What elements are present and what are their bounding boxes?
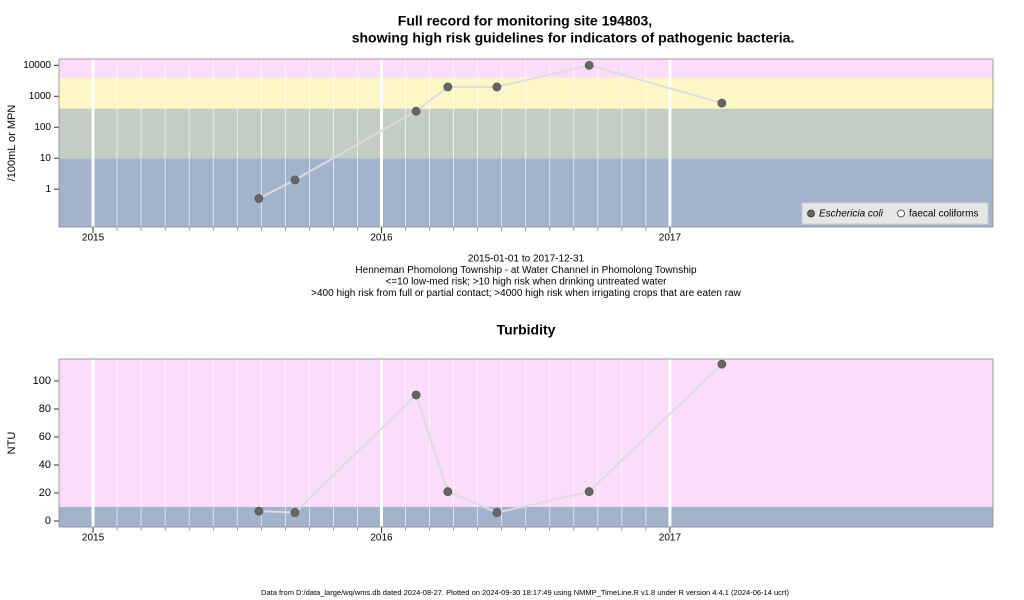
- y-tick-label: 1: [45, 184, 51, 195]
- y-tick-label: 60: [39, 431, 51, 443]
- data-point: [584, 487, 594, 496]
- data-point: [492, 508, 502, 517]
- legend-label: Eschericia coli: [819, 209, 884, 220]
- data-point: [411, 106, 421, 116]
- data-point: [290, 175, 300, 185]
- annotation: Henneman Phomolong Township - at Water C…: [355, 265, 697, 276]
- y-tick-label: 0: [45, 515, 51, 527]
- y-axis-label: NTU: [6, 432, 18, 455]
- footer: Data from D:/data_large/wq/wms.db dated …: [261, 588, 789, 597]
- annotation: >400 high risk from full or partial cont…: [311, 288, 741, 299]
- data-point: [254, 194, 264, 203]
- legend-label: faecal coliforms: [909, 209, 978, 220]
- y-tick-label: 100: [34, 122, 51, 133]
- y-tick-label: 100: [33, 375, 51, 387]
- data-point: [717, 359, 727, 369]
- y-tick-label: 40: [39, 459, 51, 471]
- data-point: [443, 82, 453, 92]
- x-tick-label: 2017: [659, 233, 682, 244]
- y-tick-label: 10: [40, 153, 52, 164]
- data-point: [443, 487, 453, 496]
- data-point: [254, 506, 264, 516]
- x-tick-label: 2017: [659, 533, 682, 544]
- y-tick-label: 20: [39, 487, 51, 499]
- data-point: [492, 82, 502, 92]
- legend-box: [801, 202, 989, 225]
- annotation: 2015-01-01 to 2017-12-31: [468, 254, 585, 265]
- x-tick-label: 2015: [82, 533, 105, 544]
- legend-marker: [807, 209, 815, 218]
- x-tick-label: 2015: [82, 233, 105, 244]
- annotation: <=10 low-med risk; >10 high risk when dr…: [386, 277, 668, 288]
- chart-title: Turbidity: [497, 322, 556, 338]
- data-point: [290, 508, 300, 517]
- chart-title: showing high risk guidelines for indicat…: [352, 30, 795, 46]
- y-tick-label: 80: [39, 403, 51, 415]
- y-tick-label: 1000: [29, 91, 52, 102]
- plot-frame: [58, 358, 994, 528]
- plot-frame: [58, 58, 994, 228]
- data-point: [717, 98, 727, 108]
- y-axis-label: /100mL or MPN: [6, 105, 18, 182]
- data-point: [411, 390, 421, 400]
- x-tick-label: 2016: [370, 533, 393, 544]
- chart-title: Full record for monitoring site 194803,: [398, 13, 652, 29]
- legend-marker: [897, 209, 905, 218]
- data-point: [584, 60, 594, 70]
- y-tick-label: 10000: [23, 60, 51, 71]
- x-tick-label: 2016: [370, 233, 393, 244]
